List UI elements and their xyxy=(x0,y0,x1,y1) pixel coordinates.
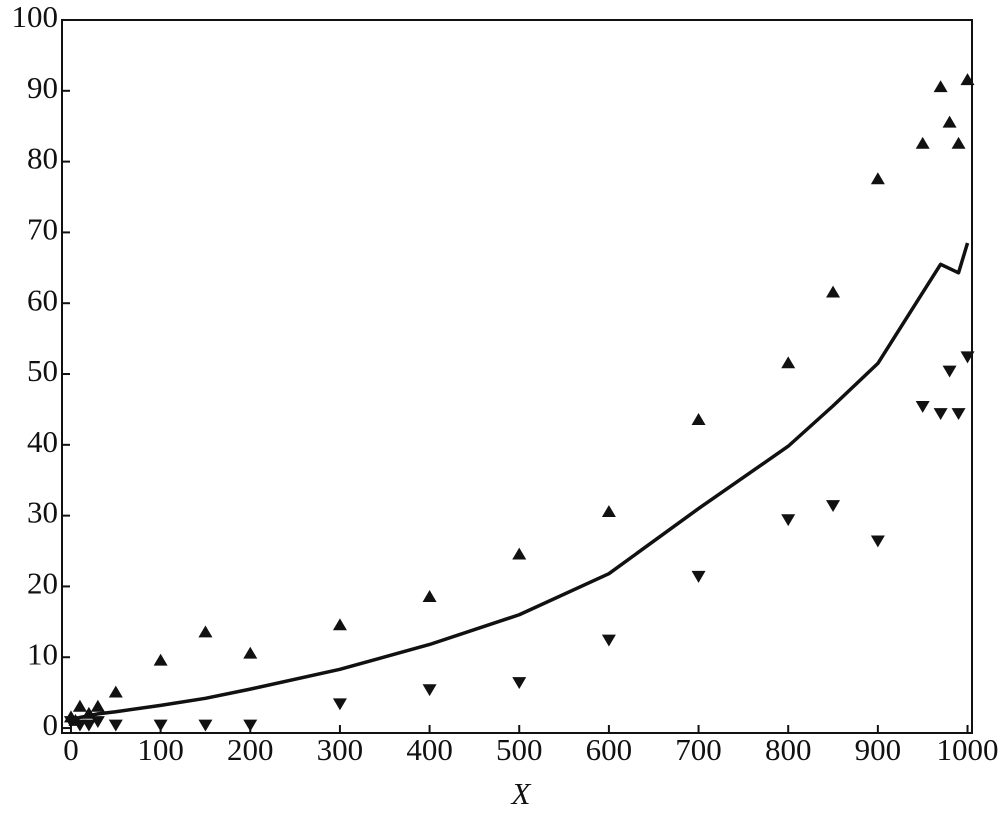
marker xyxy=(960,351,975,364)
marker xyxy=(781,514,796,527)
marker xyxy=(870,172,885,185)
marker xyxy=(933,408,948,420)
y-tick-label: 80 xyxy=(27,141,58,176)
marker xyxy=(826,285,841,298)
marker xyxy=(960,73,975,86)
marker xyxy=(915,400,930,413)
marker xyxy=(781,356,796,369)
marker xyxy=(198,719,213,732)
x-tick-label: 700 xyxy=(675,732,722,767)
marker xyxy=(512,677,527,690)
marker xyxy=(951,408,966,420)
x-tick-label: 0 xyxy=(63,732,79,767)
y-tick-label: 100 xyxy=(12,0,59,34)
marker xyxy=(72,699,87,712)
x-tick-label: 300 xyxy=(317,732,364,767)
x-tick-label: 200 xyxy=(227,732,274,767)
marker xyxy=(915,136,930,149)
y-tick-label: 0 xyxy=(43,707,59,742)
y-tick-label: 30 xyxy=(27,495,58,530)
marker xyxy=(153,719,168,732)
marker xyxy=(153,653,168,666)
x-tick-label: 600 xyxy=(586,732,633,767)
y-tick-label: 20 xyxy=(27,566,58,601)
marker xyxy=(870,535,885,548)
marker xyxy=(691,413,706,425)
y-tick-label: 70 xyxy=(27,212,58,247)
x-tick-label: 100 xyxy=(137,732,184,767)
y-tick-label: 90 xyxy=(27,70,58,105)
marker xyxy=(422,684,437,697)
x-tick-label: 500 xyxy=(496,732,543,767)
marker xyxy=(243,646,258,659)
x-tick-label: 900 xyxy=(855,732,902,767)
marker xyxy=(422,590,437,602)
x-axis-label: X xyxy=(510,776,532,811)
marker xyxy=(826,500,841,513)
plot-frame xyxy=(61,19,973,734)
marker xyxy=(72,719,87,732)
x-tick-label: 800 xyxy=(765,732,812,767)
marker xyxy=(108,685,123,698)
x-tick-label: 400 xyxy=(406,732,453,767)
y-tick-label: 40 xyxy=(27,424,58,459)
marker xyxy=(601,634,616,647)
marker xyxy=(332,698,347,711)
y-tick-label: 10 xyxy=(27,636,58,671)
y-tick-label: 60 xyxy=(27,282,58,317)
x-tick-label: 1000 xyxy=(937,732,999,767)
marker xyxy=(691,570,706,583)
y-tick-label: 50 xyxy=(27,353,58,388)
marker xyxy=(81,719,96,732)
marker xyxy=(512,547,527,560)
marker xyxy=(332,618,347,631)
marker xyxy=(933,80,948,93)
marker xyxy=(243,719,258,732)
marker xyxy=(198,625,213,638)
marker xyxy=(942,115,957,128)
marker xyxy=(942,365,957,378)
trend-line xyxy=(70,242,970,723)
marker xyxy=(601,505,616,517)
marker xyxy=(90,716,105,728)
marker xyxy=(108,719,123,732)
marker xyxy=(90,699,105,712)
marker xyxy=(951,136,966,149)
